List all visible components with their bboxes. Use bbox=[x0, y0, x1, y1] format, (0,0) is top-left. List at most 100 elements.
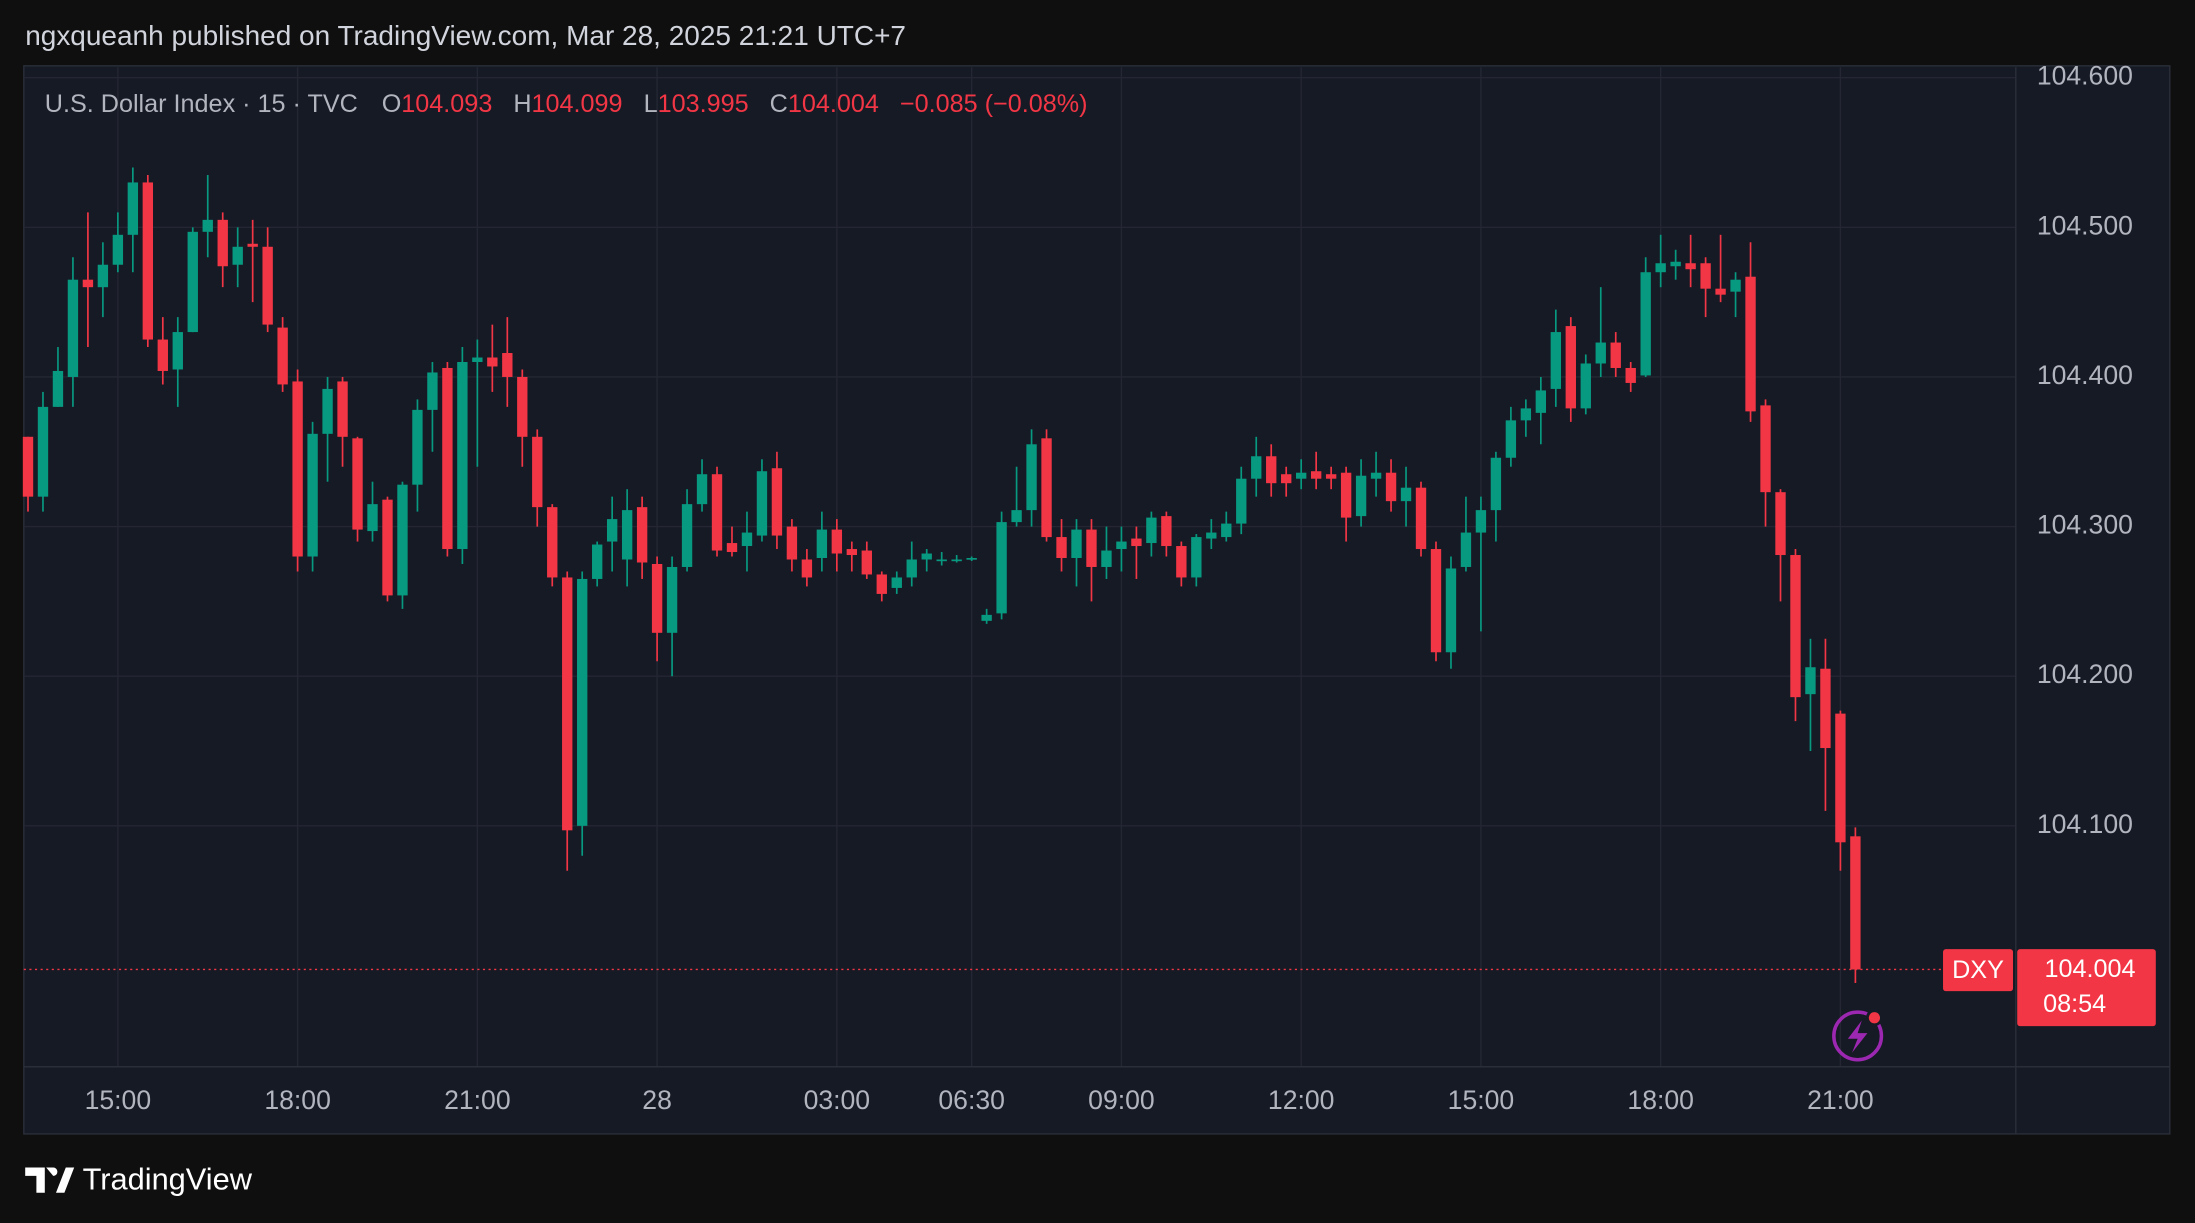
icon-bolt[interactable] bbox=[1847, 1020, 1868, 1053]
y-tick-label: 104.500 bbox=[2037, 210, 2133, 240]
candle-body bbox=[966, 558, 977, 560]
candle-body bbox=[1056, 537, 1067, 559]
candle-body bbox=[562, 577, 573, 831]
candle-body bbox=[22, 436, 34, 497]
candle-body bbox=[1580, 363, 1591, 409]
candle-body bbox=[1625, 367, 1636, 383]
logo-mark bbox=[25, 1167, 75, 1193]
candle-body bbox=[592, 544, 603, 579]
change: −0.085 (−0.08%) bbox=[900, 90, 1088, 118]
instrument: U.S. Dollar Index · 15 · TVC bbox=[45, 90, 358, 118]
symbol-label: DXY bbox=[1952, 956, 2004, 984]
candle-body bbox=[981, 614, 992, 621]
ohlc-value: 104.004 bbox=[788, 90, 879, 118]
candle-body bbox=[846, 549, 858, 556]
candle-body bbox=[1131, 538, 1142, 547]
ohlc-label: L bbox=[644, 90, 658, 118]
ohlc-value: 103.995 bbox=[658, 90, 749, 118]
candle-body bbox=[247, 243, 258, 247]
candle-body bbox=[1251, 456, 1262, 479]
candle-body bbox=[1460, 532, 1472, 567]
alert-icon[interactable] bbox=[1832, 1009, 1884, 1062]
candle-body bbox=[1670, 261, 1681, 267]
candle-body bbox=[1565, 326, 1576, 409]
candle-body bbox=[1011, 510, 1022, 523]
candle-body bbox=[1595, 342, 1606, 364]
candle-body bbox=[1206, 532, 1217, 539]
candle-body bbox=[1355, 475, 1367, 517]
y-tick-label: 104.200 bbox=[2037, 659, 2133, 689]
icon-ring[interactable] bbox=[1832, 1010, 1884, 1062]
candle-body bbox=[187, 231, 198, 333]
candle-body bbox=[861, 550, 872, 575]
candle-body bbox=[996, 522, 1007, 614]
candle-body bbox=[337, 381, 348, 437]
candle-body bbox=[1026, 444, 1037, 511]
candle-body bbox=[502, 353, 513, 377]
candle-body bbox=[97, 264, 109, 288]
candle-body bbox=[577, 578, 588, 826]
candle-body bbox=[1745, 276, 1756, 412]
candle-body bbox=[1805, 667, 1816, 695]
candle-body bbox=[547, 507, 558, 578]
candle-body bbox=[651, 563, 663, 633]
candle-body bbox=[1191, 537, 1202, 578]
ohlc-value: 104.099 bbox=[532, 90, 623, 118]
x-tick-label: 21:00 bbox=[1807, 1085, 1874, 1115]
candle-body bbox=[1266, 456, 1277, 484]
x-tick-label: 15:00 bbox=[85, 1085, 152, 1115]
candle-body bbox=[1340, 472, 1352, 518]
candle-body bbox=[621, 510, 633, 560]
x-tick-label: 15:00 bbox=[1448, 1085, 1515, 1115]
candle-body bbox=[921, 553, 932, 560]
candle-body bbox=[1041, 438, 1052, 538]
candle-body bbox=[816, 529, 828, 559]
candle-body bbox=[412, 409, 423, 485]
candle-body bbox=[1086, 529, 1097, 567]
candle-body bbox=[1610, 342, 1621, 368]
candle-body bbox=[786, 526, 798, 560]
candle-body bbox=[1101, 550, 1112, 567]
candle-body bbox=[801, 559, 813, 578]
candle-body bbox=[367, 504, 378, 532]
candle-body bbox=[666, 566, 678, 633]
candle-body bbox=[1715, 288, 1726, 295]
y-tick-label: 104.600 bbox=[2037, 61, 2133, 91]
candle-body bbox=[1281, 474, 1292, 484]
candle-body bbox=[606, 519, 618, 542]
candle-body bbox=[517, 376, 528, 437]
candle-body bbox=[217, 219, 228, 267]
candle-body bbox=[142, 182, 154, 340]
candle-body bbox=[696, 474, 708, 505]
candle-body bbox=[1116, 541, 1127, 550]
x-tick-label: 21:00 bbox=[444, 1085, 511, 1115]
countdown: 08:54 bbox=[2043, 990, 2106, 1018]
candle-body bbox=[427, 372, 438, 410]
x-tick-label: 06:30 bbox=[938, 1085, 1005, 1115]
candle-body bbox=[352, 438, 363, 530]
candle-body bbox=[741, 532, 753, 547]
candle-body bbox=[1700, 263, 1711, 289]
candle-body bbox=[1430, 549, 1442, 653]
x-tick-label: 18:00 bbox=[264, 1085, 331, 1115]
candle-body bbox=[1385, 472, 1397, 502]
x-tick-label: 28 bbox=[642, 1085, 672, 1115]
candle-body bbox=[1161, 516, 1172, 547]
candle-body bbox=[1475, 510, 1487, 533]
y-tick-label: 104.400 bbox=[2037, 360, 2133, 390]
symbol-badge bbox=[1943, 949, 2014, 992]
candle-body bbox=[1146, 517, 1157, 544]
candle-body bbox=[1850, 836, 1861, 970]
candle-body bbox=[726, 543, 738, 553]
candle-body bbox=[771, 468, 783, 536]
candle-body bbox=[1505, 420, 1517, 458]
candle-body bbox=[277, 327, 288, 385]
candle-body bbox=[322, 388, 333, 434]
price-badge bbox=[2017, 949, 2156, 1027]
candle-body bbox=[1325, 474, 1337, 479]
candle-body bbox=[1176, 546, 1187, 578]
chart-panel bbox=[23, 65, 2171, 1135]
icon-dot[interactable] bbox=[1866, 1009, 1883, 1027]
candle-body bbox=[1400, 487, 1412, 502]
